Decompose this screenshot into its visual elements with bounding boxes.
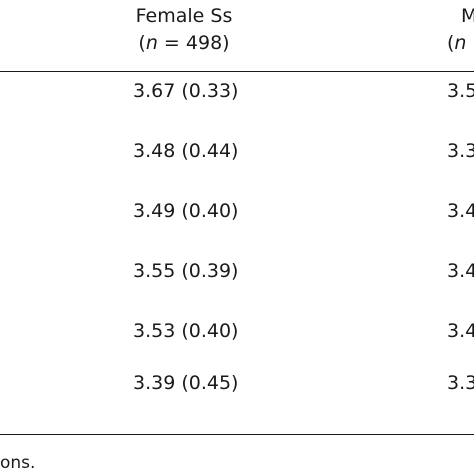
table-cell-female: 3.55 (0.39) xyxy=(133,260,239,282)
table-cell-male: 3.4 xyxy=(447,320,474,342)
column-header-female: Female Ss xyxy=(135,5,233,27)
table-cell-female: 3.39 (0.45) xyxy=(133,372,239,394)
table-bottom-rule xyxy=(0,434,474,435)
table-note: ons. xyxy=(0,453,36,473)
table-cell-male: 3.4 xyxy=(447,200,474,222)
table-cell-male: 3.4 xyxy=(447,260,474,282)
table-cell-female: 3.48 (0.44) xyxy=(133,140,239,162)
n-symbol: n xyxy=(145,32,158,54)
table-cell-male: 3.3 xyxy=(447,372,474,394)
table-cell-male: 3.5 xyxy=(447,80,474,102)
n-symbol: n xyxy=(454,32,467,54)
table-cell-female: 3.53 (0.40) xyxy=(133,320,239,342)
table-cell-female: 3.49 (0.40) xyxy=(133,200,239,222)
n-value: = 498) xyxy=(157,32,230,54)
column-subheader-male-n: (n xyxy=(447,32,467,54)
table-cell-female: 3.67 (0.33) xyxy=(133,80,239,102)
column-header-male: M xyxy=(461,5,474,27)
column-subheader-female-n: (n = 498) xyxy=(138,32,230,54)
table-cell-male: 3.3 xyxy=(447,140,474,162)
table-top-rule xyxy=(0,71,474,72)
